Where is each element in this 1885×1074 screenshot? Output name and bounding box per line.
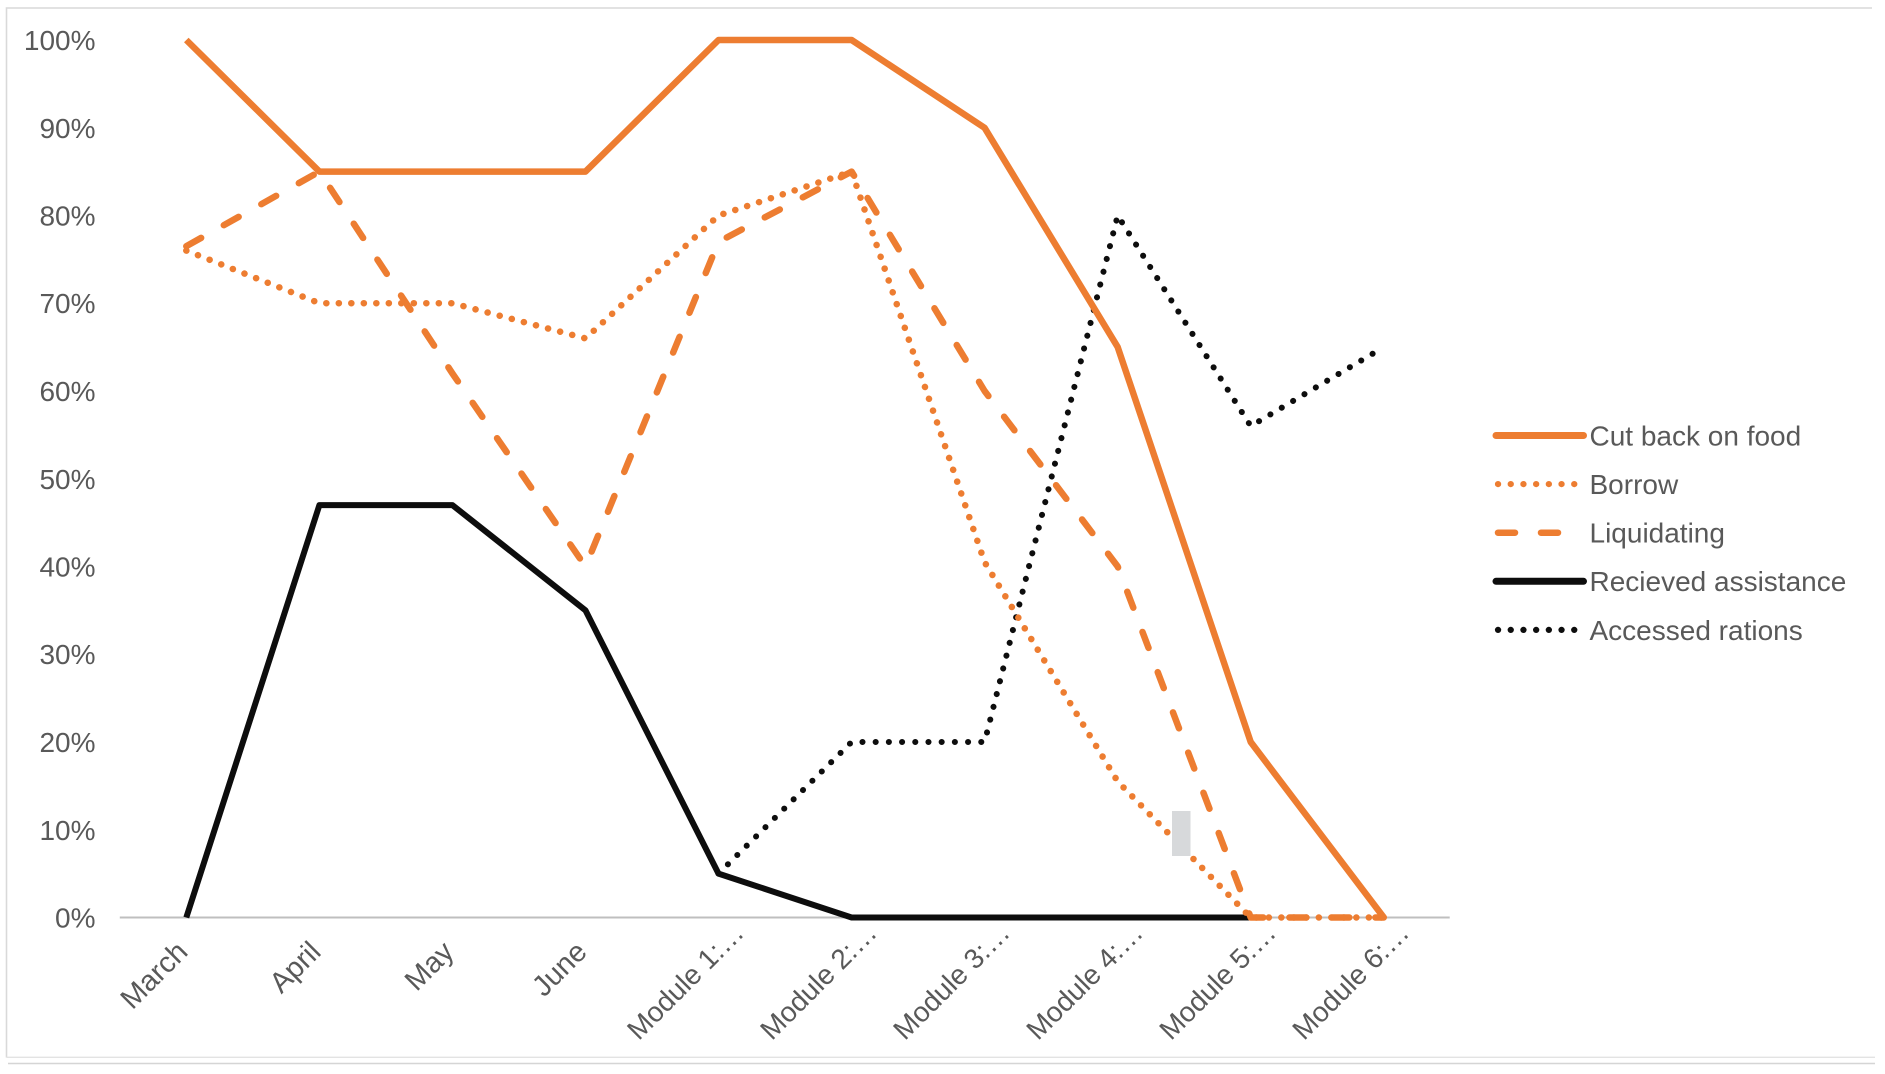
svg-text:30%: 30% [39, 639, 95, 670]
svg-text:10%: 10% [39, 815, 95, 846]
svg-text:Cut back on food: Cut back on food [1590, 420, 1802, 451]
svg-text:0%: 0% [55, 903, 95, 934]
svg-text:60%: 60% [39, 376, 95, 407]
svg-text:Accessed rations: Accessed rations [1590, 615, 1803, 646]
svg-text:40%: 40% [39, 552, 95, 583]
svg-text:Liquidating: Liquidating [1590, 518, 1725, 549]
svg-text:Recieved assistance: Recieved assistance [1590, 566, 1847, 597]
svg-text:50%: 50% [39, 464, 95, 495]
svg-text:100%: 100% [24, 25, 96, 56]
svg-text:Borrow: Borrow [1590, 469, 1679, 500]
svg-text:90%: 90% [39, 113, 95, 144]
svg-text:70%: 70% [39, 288, 95, 319]
svg-text:80%: 80% [39, 201, 95, 232]
svg-text:20%: 20% [39, 727, 95, 758]
